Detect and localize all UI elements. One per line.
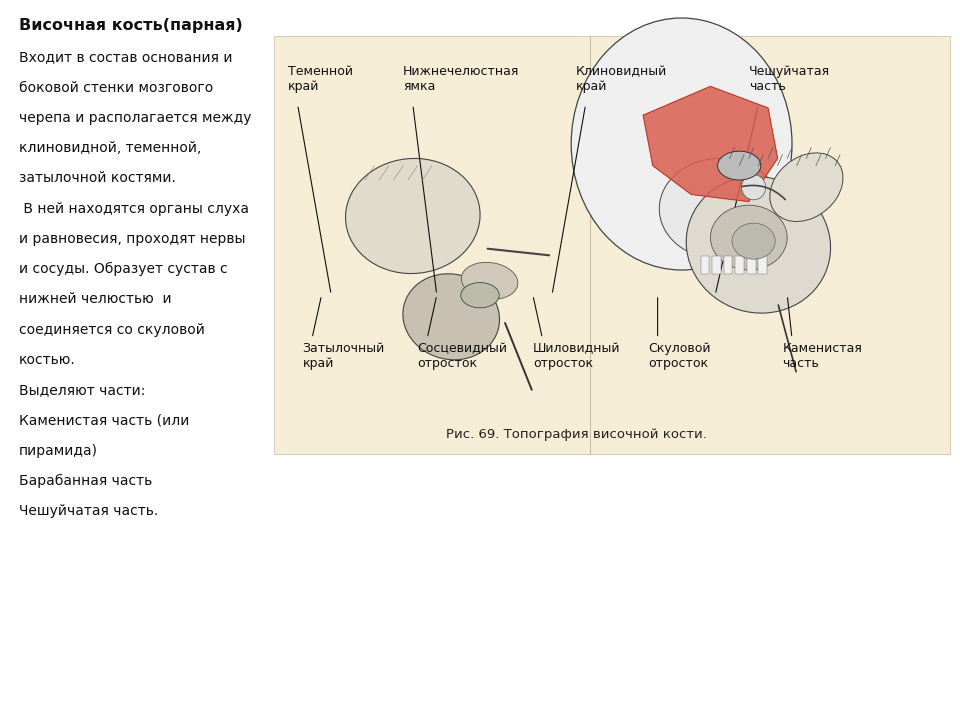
Ellipse shape <box>461 282 499 308</box>
Text: Рис. 69. Топография височной кости.: Рис. 69. Топография височной кости. <box>445 428 707 441</box>
Bar <box>724 256 732 274</box>
Text: черепа и располагается между: черепа и располагается между <box>19 111 252 125</box>
Text: Скуловой
отросток: Скуловой отросток <box>648 342 710 370</box>
Text: боковой стенки мозгового: боковой стенки мозгового <box>19 81 213 94</box>
Bar <box>758 256 767 274</box>
Text: костью.: костью. <box>19 353 76 366</box>
Text: Нижнечелюстная
ямка: Нижнечелюстная ямка <box>403 65 519 93</box>
Bar <box>735 256 744 274</box>
Text: Каменистая часть (или: Каменистая часть (или <box>19 413 189 427</box>
Polygon shape <box>643 86 778 202</box>
Text: пирамида): пирамида) <box>19 444 98 457</box>
Text: соединяется со скуловой: соединяется со скуловой <box>19 323 205 336</box>
Text: Каменистая
часть: Каменистая часть <box>782 342 862 370</box>
FancyArrowPatch shape <box>742 186 785 199</box>
Ellipse shape <box>462 262 517 300</box>
Text: затылочной костями.: затылочной костями. <box>19 171 176 185</box>
Ellipse shape <box>660 158 780 259</box>
Ellipse shape <box>346 158 480 274</box>
Text: и сосуды. Образует сустав с: и сосуды. Образует сустав с <box>19 262 228 276</box>
Text: Шиловидный
отросток: Шиловидный отросток <box>533 342 620 370</box>
Ellipse shape <box>710 205 787 270</box>
Ellipse shape <box>686 176 830 313</box>
Ellipse shape <box>770 153 843 222</box>
Bar <box>712 256 721 274</box>
Text: и равновесия, проходят нервы: и равновесия, проходят нервы <box>19 232 246 246</box>
Text: Выделяют части:: Выделяют части: <box>19 383 146 397</box>
Text: Височная кость(парная): Височная кость(парная) <box>19 18 243 33</box>
Ellipse shape <box>403 274 499 360</box>
Text: Сосцевидный
отросток: Сосцевидный отросток <box>418 342 508 370</box>
Bar <box>701 256 709 274</box>
Text: Барабанная часть: Барабанная часть <box>19 474 153 488</box>
Ellipse shape <box>741 175 765 200</box>
Text: Клиновидный
край: Клиновидный край <box>576 65 667 93</box>
Text: клиновидной, теменной,: клиновидной, теменной, <box>19 141 202 155</box>
Text: Чешуйчатая
часть: Чешуйчатая часть <box>749 65 830 93</box>
Ellipse shape <box>732 223 776 259</box>
Text: нижней челюстью  и: нижней челюстью и <box>19 292 172 306</box>
Ellipse shape <box>718 151 761 180</box>
Text: Теменной
край: Теменной край <box>288 65 353 93</box>
Bar <box>274 36 950 454</box>
Text: Затылочный
край: Затылочный край <box>302 342 385 370</box>
Ellipse shape <box>571 18 792 270</box>
Text: Входит в состав основания и: Входит в состав основания и <box>19 50 232 64</box>
Text: Чешуйчатая часть.: Чешуйчатая часть. <box>19 504 158 518</box>
Bar <box>747 256 756 274</box>
Text: В ней находятся органы слуха: В ней находятся органы слуха <box>19 202 250 215</box>
